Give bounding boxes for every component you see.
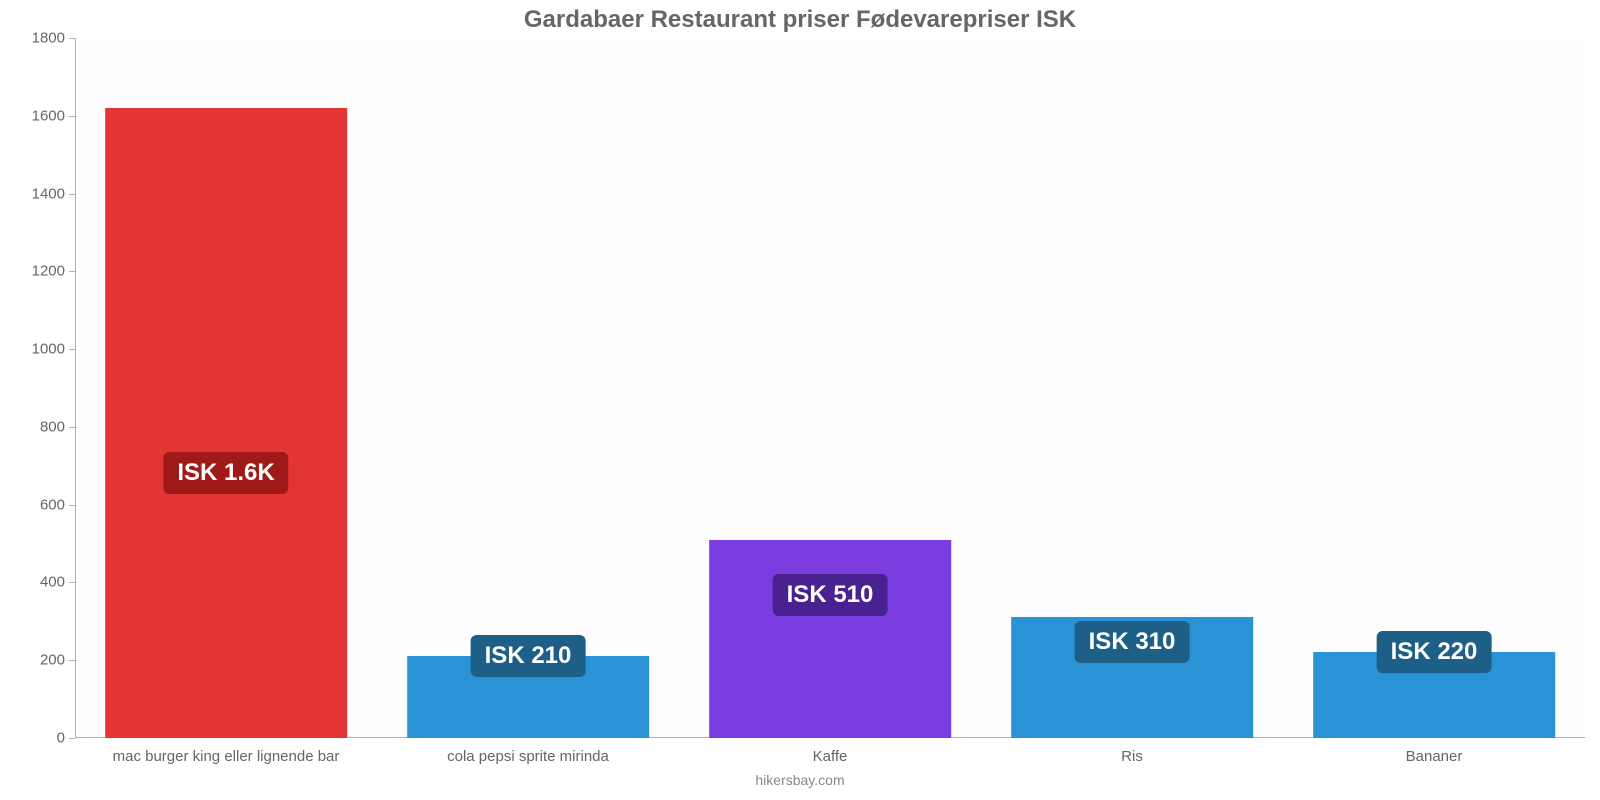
y-axis <box>75 38 76 738</box>
bar-value-label: ISK 510 <box>773 574 888 616</box>
ytick-mark <box>69 582 75 583</box>
bar <box>105 108 347 738</box>
x-category-label: cola pepsi sprite mirinda <box>447 738 609 765</box>
ytick-mark <box>69 660 75 661</box>
ytick-mark <box>69 271 75 272</box>
plot-area: 020040060080010001200140016001800ISK 1.6… <box>75 38 1585 738</box>
ytick-mark <box>69 427 75 428</box>
chart-footer: hikersbay.com <box>755 772 844 788</box>
bar-value-label: ISK 220 <box>1377 631 1492 673</box>
chart-title: Gardabaer Restaurant priser Fødevarepris… <box>0 0 1600 34</box>
ytick-mark <box>69 38 75 39</box>
ytick-mark <box>69 116 75 117</box>
x-category-label: Kaffe <box>813 738 848 765</box>
ytick-mark <box>69 738 75 739</box>
bar <box>709 540 951 738</box>
price-chart: Gardabaer Restaurant priser Fødevarepris… <box>0 0 1600 800</box>
ytick-mark <box>69 349 75 350</box>
bar-value-label: ISK 210 <box>471 635 586 677</box>
x-category-label: Bananer <box>1406 738 1463 765</box>
x-category-label: mac burger king eller lignende bar <box>113 738 340 765</box>
ytick-mark <box>69 505 75 506</box>
x-category-label: Ris <box>1121 738 1143 765</box>
bar-value-label: ISK 1.6K <box>163 452 288 494</box>
bar-value-label: ISK 310 <box>1075 621 1190 663</box>
ytick-mark <box>69 194 75 195</box>
